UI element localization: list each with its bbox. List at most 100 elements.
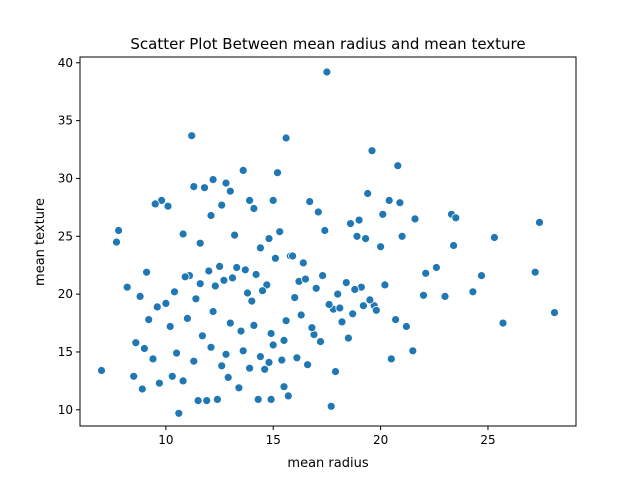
data-point [163, 201, 173, 211]
data-point [139, 344, 149, 353]
data-point [408, 346, 418, 356]
data-point [395, 198, 405, 208]
data-point [264, 234, 274, 244]
data-point [449, 241, 459, 250]
x-tick-label: 20 [373, 433, 388, 447]
data-point [489, 233, 499, 242]
data-point [363, 189, 373, 198]
data-point [530, 267, 540, 277]
data-point [419, 290, 428, 300]
data-point [148, 354, 158, 364]
data-point [371, 305, 381, 315]
data-point [266, 394, 276, 404]
data-point [200, 183, 209, 193]
data-point [468, 287, 478, 297]
data-point [208, 307, 218, 316]
data-point [318, 271, 328, 281]
data-point [386, 354, 396, 364]
y-tick-label: 30 [58, 171, 73, 185]
data-point [219, 275, 229, 285]
data-point [197, 331, 207, 341]
data-point [292, 353, 302, 363]
data-point [380, 280, 390, 290]
data-point [281, 133, 291, 143]
data-point [221, 178, 231, 188]
data-point [189, 356, 199, 366]
data-point [142, 267, 152, 277]
data-point [228, 273, 237, 283]
data-point [234, 383, 244, 393]
data-point [326, 401, 336, 411]
data-point [206, 211, 216, 220]
data-point [225, 318, 235, 328]
data-point [333, 289, 343, 299]
data-point [172, 348, 182, 358]
data-point [204, 266, 214, 276]
y-axis-label: mean texture [33, 198, 48, 286]
data-point [283, 391, 293, 401]
data-point [236, 326, 246, 336]
data-point [212, 394, 222, 404]
data-point [401, 322, 411, 331]
data-point [182, 313, 192, 323]
data-point [421, 268, 431, 278]
data-point [253, 394, 263, 404]
data-point [322, 67, 332, 77]
data-point [206, 342, 216, 352]
data-point [358, 301, 368, 311]
data-point [275, 227, 285, 237]
data-point [251, 270, 261, 279]
data-point [281, 316, 291, 326]
data-point [298, 258, 308, 268]
data-point [249, 320, 259, 330]
data-point [137, 384, 147, 394]
x-axis-label: mean radius [287, 456, 368, 471]
data-point [195, 238, 205, 248]
data-point [410, 214, 420, 224]
data-point [221, 349, 231, 359]
data-point [174, 408, 184, 418]
data-point [264, 357, 274, 367]
data-point [217, 361, 227, 371]
data-point [240, 265, 250, 275]
data-point [477, 271, 486, 281]
data-point [230, 230, 240, 240]
data-point [161, 298, 171, 308]
data-point [215, 261, 225, 271]
data-point [217, 200, 227, 210]
data-point [210, 281, 220, 291]
data-point [260, 364, 270, 374]
data-point [180, 272, 190, 282]
data-point [245, 363, 255, 373]
x-tick-label: 10 [158, 433, 173, 447]
data-point [337, 317, 347, 327]
data-point [313, 207, 323, 217]
data-point [129, 371, 139, 381]
data-point [208, 175, 218, 185]
data-point [270, 253, 280, 263]
data-point [391, 315, 401, 325]
data-point [365, 295, 375, 305]
data-point [303, 360, 313, 370]
data-point [431, 263, 441, 272]
x-axis-ticks: 10 15 20 25 [158, 426, 496, 447]
data-point [114, 226, 123, 235]
data-point [279, 382, 289, 392]
data-point [144, 315, 154, 325]
data-point [296, 310, 306, 320]
data-point [202, 396, 212, 406]
data-point [178, 229, 188, 239]
data-point [305, 197, 315, 207]
data-point [112, 237, 121, 247]
x-tick-label: 25 [480, 433, 495, 447]
data-point [350, 285, 360, 294]
data-point [262, 280, 272, 290]
data-point [97, 366, 106, 375]
data-point [243, 288, 252, 298]
data-point [311, 283, 321, 293]
y-tick-label: 25 [58, 229, 73, 243]
data-point [135, 291, 145, 301]
data-point [376, 242, 386, 252]
data-point [238, 165, 248, 175]
data-points [97, 67, 559, 418]
